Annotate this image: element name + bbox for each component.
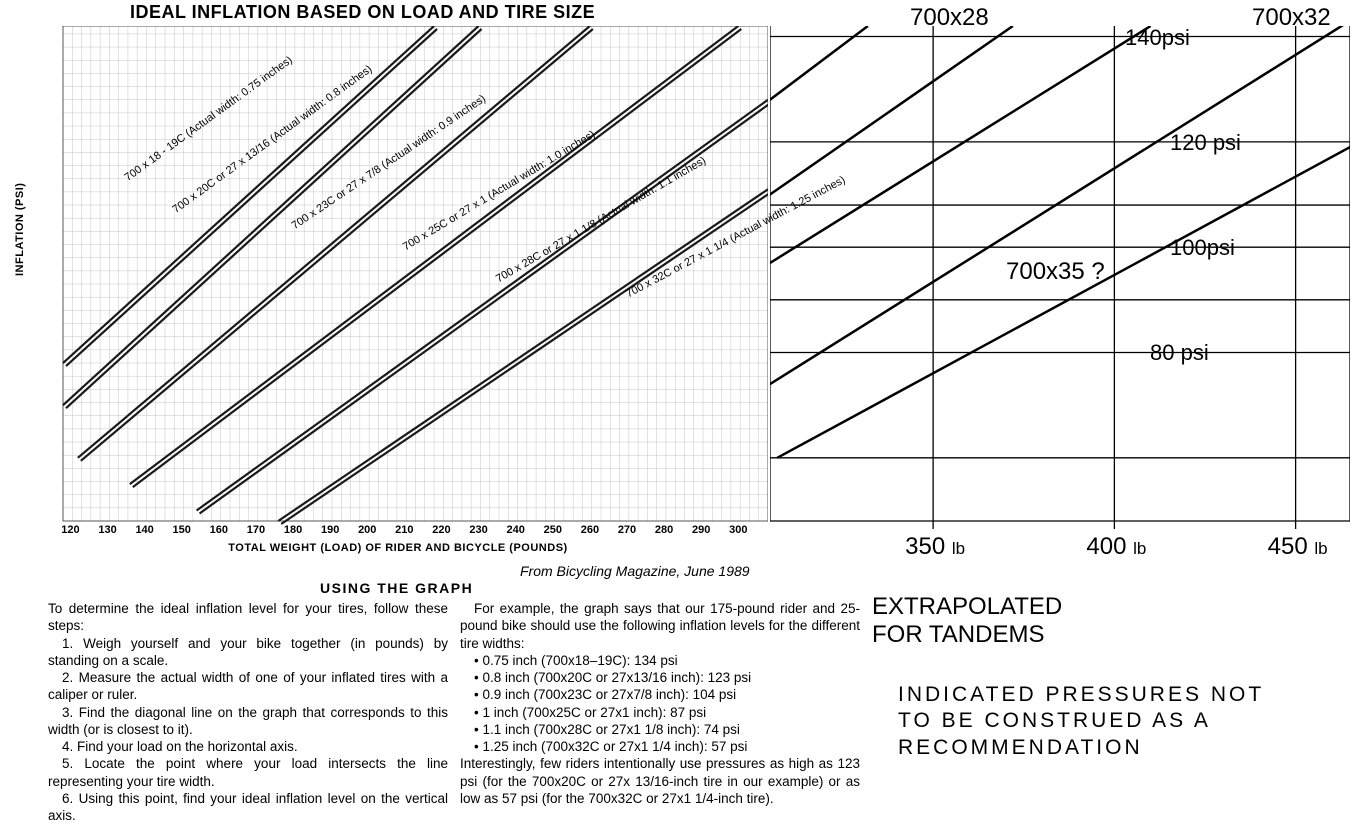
example-item: • 1 inch (700x25C or 27x1 inch): 87 psi (460, 704, 860, 721)
psi-label: 100psi (1170, 235, 1235, 261)
x-tick: 250 (538, 524, 568, 536)
examples-column: For example, the graph says that our 175… (460, 600, 860, 807)
series-label: 700x35 ? (1006, 258, 1105, 286)
x-tick: 450 lb (1268, 533, 1328, 561)
x-tick: 170 (241, 524, 271, 536)
example-item: • 0.9 inch (700x23C or 27x7/8 inch): 104… (460, 686, 860, 703)
example-intro: For example, the graph says that our 175… (460, 600, 860, 652)
x-tick: 190 (315, 524, 345, 536)
instruction-step: 2. Measure the actual width of one of yo… (48, 669, 448, 704)
disclaimer-l3: RECOMMENDATION (898, 735, 1264, 761)
disclaimer-l2: TO BE CONSTRUED AS A (898, 708, 1264, 734)
instruction-step: 3. Find the diagonal line on the graph t… (48, 704, 448, 739)
y-axis-label: INFLATION (PSI) (14, 183, 26, 276)
left-chart: INFLATION (PSI) 505560657075808590951001… (28, 26, 768, 526)
instructions-column: To determine the ideal inflation level f… (48, 600, 448, 824)
x-tick: 130 (93, 524, 123, 536)
x-tick: 300 (723, 524, 753, 536)
x-tick: 160 (204, 524, 234, 536)
x-tick: 290 (686, 524, 716, 536)
source-citation: From Bicycling Magazine, June 1989 (520, 563, 750, 579)
x-tick: 400 lb (1086, 533, 1146, 561)
using-graph-title: USING THE GRAPH (320, 580, 473, 596)
disclaimer-note: INDICATED PRESSURES NOT TO BE CONSTRUED … (898, 682, 1264, 761)
series-label: 700x28 (910, 4, 989, 32)
extrap-line1: EXTRAPOLATED (872, 593, 1062, 621)
x-tick: 120 (55, 524, 85, 536)
x-tick: 230 (464, 524, 494, 536)
x-tick: 150 (167, 524, 197, 536)
instruction-step: 1. Weigh yourself and your bike together… (48, 635, 448, 670)
instruction-step: 5. Locate the point where your load inte… (48, 755, 448, 790)
x-tick: 260 (575, 524, 605, 536)
example-outro: Interestingly, few riders intentionally … (460, 755, 860, 807)
chart-main-title: IDEAL INFLATION BASED ON LOAD AND TIRE S… (130, 2, 595, 23)
x-axis-label: TOTAL WEIGHT (LOAD) OF RIDER AND BICYCLE… (28, 542, 768, 554)
instruction-step: 6. Using this point, find your ideal inf… (48, 790, 448, 824)
x-tick: 240 (501, 524, 531, 536)
disclaimer-l1: INDICATED PRESSURES NOT (898, 682, 1264, 708)
x-tick: 350 lb (905, 533, 965, 561)
x-tick: 280 (649, 524, 679, 536)
instructions-intro: To determine the ideal inflation level f… (48, 600, 448, 635)
x-tick: 200 (352, 524, 382, 536)
example-item: • 0.8 inch (700x20C or 27x13/16 inch): 1… (460, 669, 860, 686)
extrap-line2: FOR TANDEMS (872, 621, 1062, 649)
psi-label: 140psi (1125, 25, 1190, 51)
extrapolation-note: EXTRAPOLATED FOR TANDEMS (872, 593, 1062, 648)
example-item: • 1.1 inch (700x28C or 27x1 1/8 inch): 7… (460, 721, 860, 738)
instruction-step: 4. Find your load on the horizontal axis… (48, 738, 448, 755)
x-tick: 270 (612, 524, 642, 536)
x-tick: 210 (389, 524, 419, 536)
series-label: 700x32 (1252, 4, 1331, 32)
right-chart: 350 lb400 lb450 lb 140psi120 psi100psi80… (770, 26, 1350, 526)
example-item: • 1.25 inch (700x32C or 27x1 1/4 inch): … (460, 738, 860, 755)
x-tick: 140 (130, 524, 160, 536)
psi-label: 120 psi (1170, 130, 1241, 156)
x-tick: 180 (278, 524, 308, 536)
x-tick: 220 (426, 524, 456, 536)
psi-label: 80 psi (1150, 340, 1209, 366)
example-item: • 0.75 inch (700x18–19C): 134 psi (460, 652, 860, 669)
